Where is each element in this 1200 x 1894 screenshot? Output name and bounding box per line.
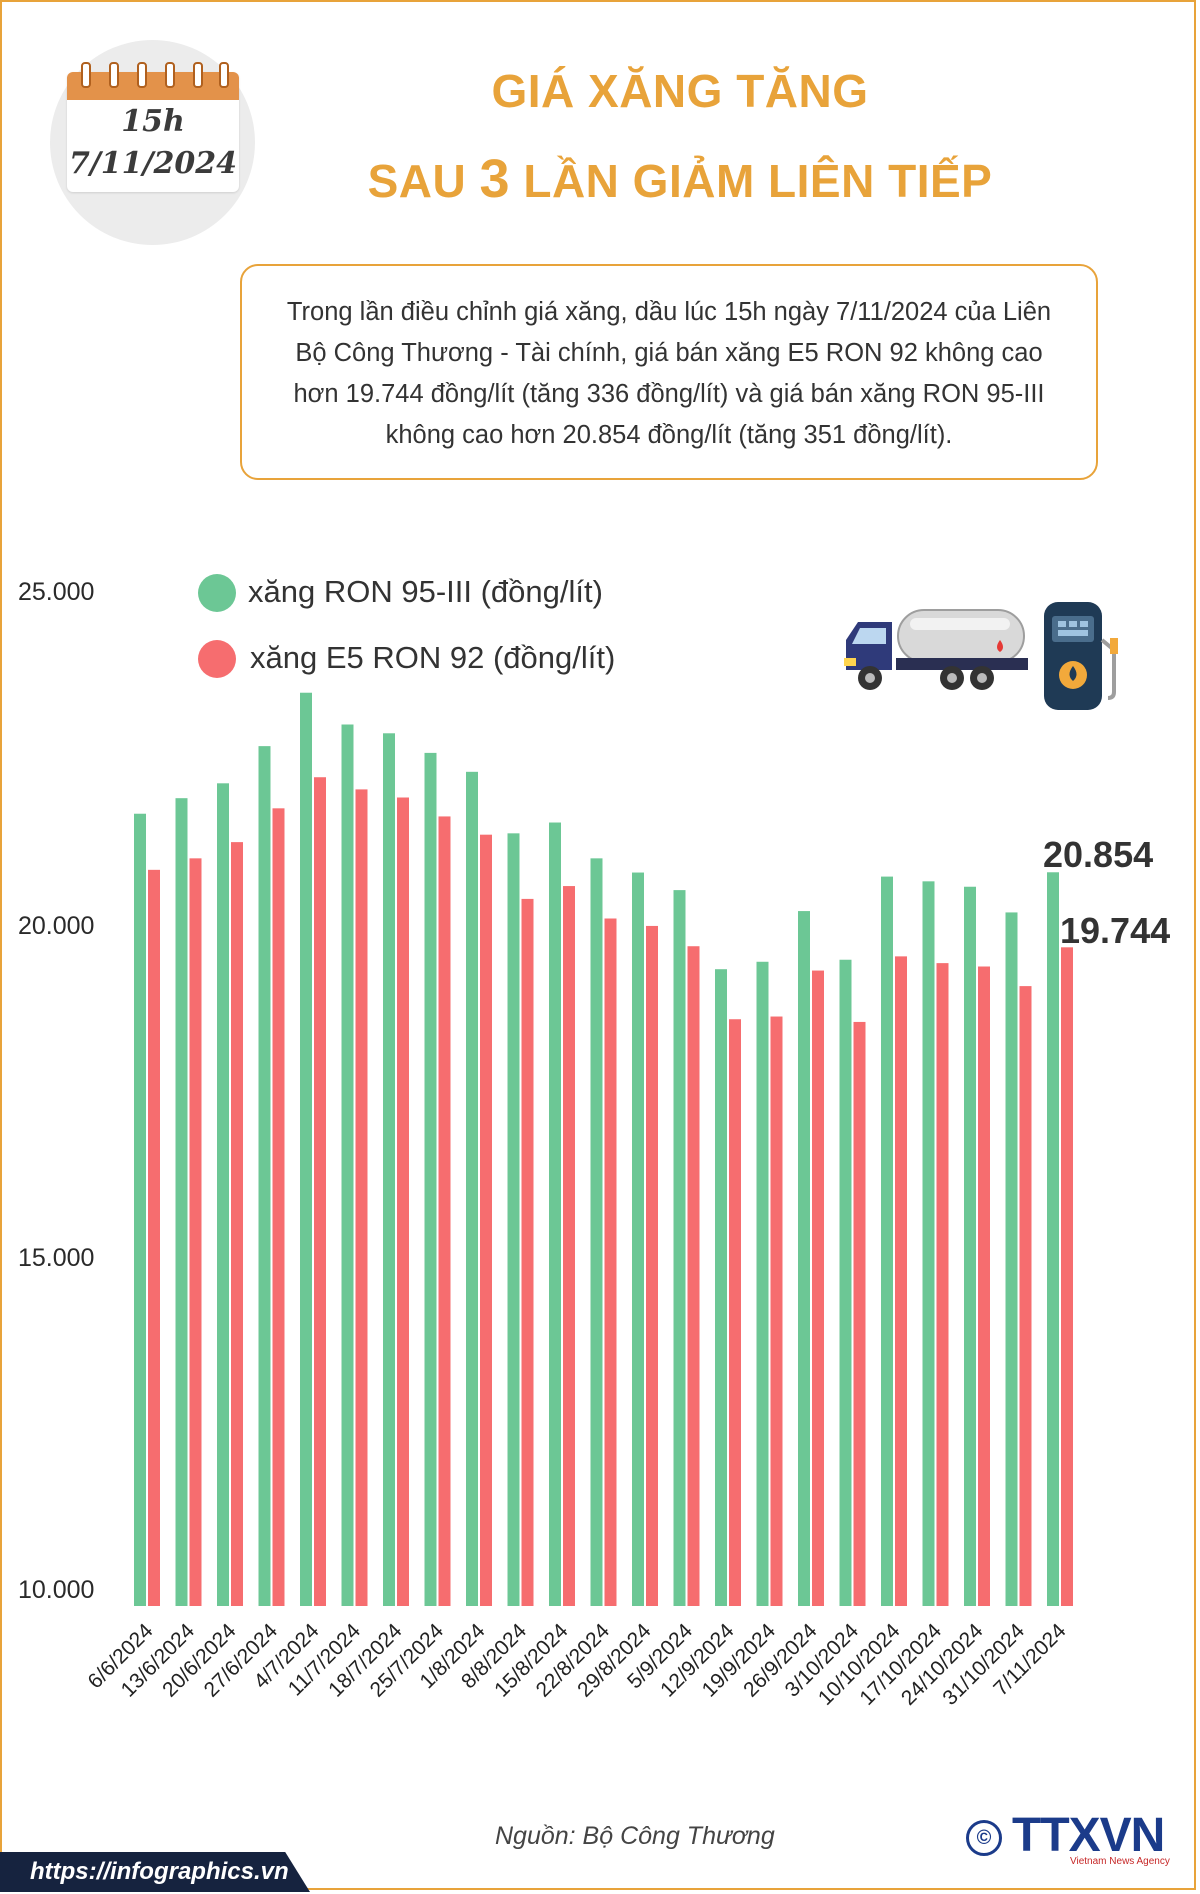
legend-label-ron95: xăng RON 95-III (đồng/lít) [248,574,603,609]
y-tick-label: 15.000 [18,1244,95,1272]
end-label-e5: 19.744 [1060,910,1171,951]
calendar-ring [219,62,229,88]
source-text: Nguồn: Bộ Công Thương [495,1822,775,1850]
bar-ron95 [1005,912,1018,1606]
calendar-time: 15h [121,104,185,139]
bar-e5 [189,858,202,1606]
bar-e5 [272,808,285,1606]
bar-ron95 [134,813,146,1606]
tanker-truck-icon [844,609,1028,690]
bar-ron95 [217,783,229,1606]
bar-ron95 [922,881,935,1606]
bar-ron95 [300,692,312,1606]
bar-e5 [936,963,949,1606]
legend-swatch-ron95 [198,574,236,612]
bar-ron95 [175,798,188,1606]
calendar-ring [81,62,91,88]
bar-e5 [770,1016,783,1606]
bar-ron95 [341,724,354,1606]
description-box: Trong lần điều chỉnh giá xăng, dầu lúc 1… [240,264,1098,480]
legend-swatch-e5 [198,640,236,678]
y-tick-label: 10.000 [18,1576,95,1604]
bar-ron95 [881,876,893,1606]
bar-e5 [314,777,326,1606]
copyright-icon: © [966,1820,1002,1856]
bar-ron95 [258,746,271,1606]
bar-ron95 [756,961,769,1606]
bar-e5 [812,970,824,1606]
bar-e5 [604,918,617,1606]
bar-ron95 [632,872,644,1606]
bar-e5 [729,1019,741,1606]
calendar-ring [165,62,175,88]
end-label-ron95: 20.854 [1043,834,1154,875]
bar-ron95 [798,911,810,1606]
calendar-date: 7/11/2024 [68,146,238,181]
legend-label-e5: xăng E5 RON 92 (đồng/lít) [250,640,616,675]
bar-e5 [397,797,409,1606]
page-subtitle: SAU 3 LẦN GIẢM LIÊN TIẾP [330,148,1030,210]
bar-e5 [853,1021,866,1606]
bar-e5 [355,789,368,1606]
bar-e5 [521,898,534,1606]
bar-ron95 [549,822,561,1606]
bar-e5 [895,956,907,1606]
bar-e5 [563,886,575,1606]
fuel-pump-icon [1044,602,1118,710]
bar-ron95 [1047,872,1059,1606]
subtitle-prefix: SAU [367,155,480,207]
page-title: GIÁ XĂNG TĂNG [491,65,869,117]
y-tick-label: 25.000 [18,578,95,606]
y-tick-label: 20.000 [18,912,95,940]
bar-e5 [231,842,243,1606]
url-bar: https://infographics.vn [0,1852,310,1892]
bar-ron95 [590,858,603,1606]
bar-ron95 [466,771,478,1606]
bar-e5 [480,834,492,1606]
calendar-icon: 15h 7/11/2024 [67,62,239,192]
bar-e5 [646,925,658,1606]
bar-e5 [148,869,160,1606]
calendar-ring [193,62,203,88]
bar-ron95 [715,969,727,1606]
bar-ron95 [424,752,437,1606]
bar-ron95 [507,833,520,1606]
bar-ron95 [839,959,852,1606]
bar-e5 [978,966,990,1606]
calendar-header [67,72,239,100]
calendar-ring [137,62,147,88]
ttxvn-logo: TTXVN [1012,1809,1165,1862]
bar-e5 [438,816,451,1606]
bar-ron95 [673,890,686,1606]
subtitle-number: 3 [479,149,511,209]
bar-ron95 [383,733,395,1606]
bar-ron95 [964,886,976,1606]
bar-e5 [687,946,700,1606]
ttxvn-logo-subtitle: Vietnam News Agency [1070,1856,1170,1867]
site-url[interactable]: https://infographics.vn [30,1858,289,1885]
subtitle-suffix: LẦN GIẢM LIÊN TIẾP [510,155,993,207]
calendar-ring [109,62,119,88]
bar-e5 [1061,947,1073,1606]
bar-e5 [1019,986,1032,1606]
